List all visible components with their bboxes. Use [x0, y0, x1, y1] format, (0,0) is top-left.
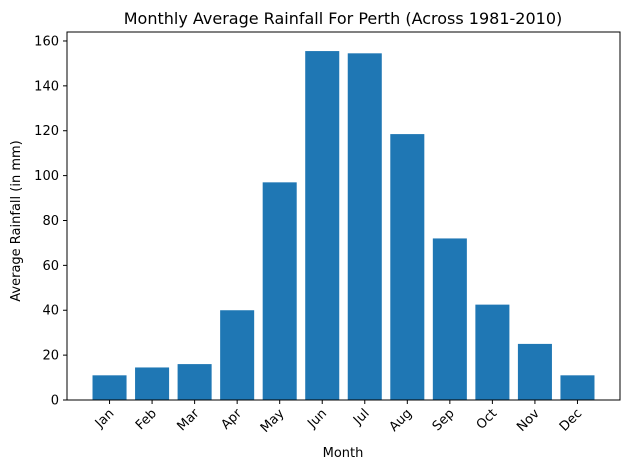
- y-tick-label: 120: [34, 124, 59, 139]
- bar-oct: [475, 304, 510, 400]
- bars-layer: [92, 51, 595, 400]
- y-tick-label: 20: [42, 349, 59, 364]
- x-tick-label-oct: Oct: [474, 406, 501, 433]
- x-tick-label-nov: Nov: [514, 406, 543, 435]
- x-tick-label-aug: Aug: [387, 406, 416, 435]
- y-tick-label: 80: [42, 214, 59, 229]
- x-tick-label-feb: Feb: [133, 406, 160, 433]
- y-tick-label: 0: [51, 394, 59, 409]
- plot-frame: [66, 31, 621, 401]
- bar-aug: [390, 134, 425, 400]
- x-tick-label-jul: Jul: [350, 406, 372, 428]
- y-tick-label: 40: [42, 304, 59, 319]
- bar-feb: [135, 367, 170, 400]
- bar-jan: [92, 375, 127, 400]
- bar-dec: [560, 375, 595, 400]
- x-tick-label-jan: Jan: [92, 406, 117, 431]
- y-tick-label: 60: [42, 259, 59, 274]
- bar-apr: [220, 310, 255, 400]
- x-tick-label-mar: Mar: [174, 406, 202, 434]
- bar-mar: [177, 364, 212, 400]
- x-tick-label-sep: Sep: [430, 406, 458, 434]
- bar-nov: [517, 343, 552, 400]
- x-tick-label-apr: Apr: [218, 406, 245, 433]
- bar-may: [262, 182, 297, 400]
- axes-layer: [66, 31, 621, 401]
- bar-sep: [432, 238, 467, 400]
- x-axis-label: Month: [323, 446, 364, 461]
- x-tick-label-may: May: [258, 406, 288, 436]
- x-tick-label-jun: Jun: [304, 406, 330, 432]
- y-tick-label: 160: [34, 34, 59, 49]
- bar-jul: [347, 53, 382, 400]
- y-axis-label: Average Rainfall (in mm): [9, 140, 24, 301]
- x-tick-label-dec: Dec: [557, 406, 585, 434]
- y-tick-label: 140: [34, 79, 59, 94]
- bar-jun: [305, 51, 340, 400]
- chart-title: Monthly Average Rainfall For Perth (Acro…: [124, 9, 563, 28]
- y-tick-label: 100: [34, 169, 59, 184]
